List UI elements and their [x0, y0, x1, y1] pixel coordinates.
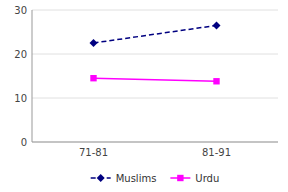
chart: 0 10 20 30 71-81 81-91 Muslims Urdu	[0, 0, 288, 192]
chart-container: 0 10 20 30 71-81 81-91 Muslims Urdu	[0, 0, 288, 192]
legend: Muslims Urdu	[91, 173, 220, 184]
y-tick-label: 20	[14, 49, 27, 60]
x-axis-line	[32, 142, 278, 143]
series	[90, 21, 221, 47]
line	[94, 78, 217, 81]
x-tick-label: 71-81	[79, 147, 108, 158]
legend-label: Muslims	[116, 173, 157, 184]
x-tick-label: 81-91	[202, 147, 231, 158]
legend-item: Muslims	[91, 173, 157, 184]
y-axis: 0 10 20 30	[14, 5, 278, 148]
legend-marker	[97, 174, 105, 182]
y-tick-label: 10	[14, 93, 27, 104]
grid-line	[32, 98, 278, 99]
series	[90, 75, 219, 84]
marker	[90, 75, 96, 81]
grid-line	[32, 54, 278, 55]
y-tick-label: 30	[14, 5, 27, 16]
x-axis: 71-81 81-91	[79, 147, 231, 158]
y-axis-line	[32, 10, 33, 142]
line	[94, 25, 217, 43]
legend-marker	[177, 175, 183, 181]
y-tick-label: 0	[21, 137, 27, 148]
plot-area	[90, 21, 221, 84]
marker	[213, 78, 219, 84]
legend-label: Urdu	[195, 173, 219, 184]
marker	[213, 21, 221, 29]
grid-line	[32, 142, 278, 143]
grid-line	[32, 10, 278, 11]
marker	[90, 39, 98, 47]
legend-item: Urdu	[170, 173, 219, 184]
